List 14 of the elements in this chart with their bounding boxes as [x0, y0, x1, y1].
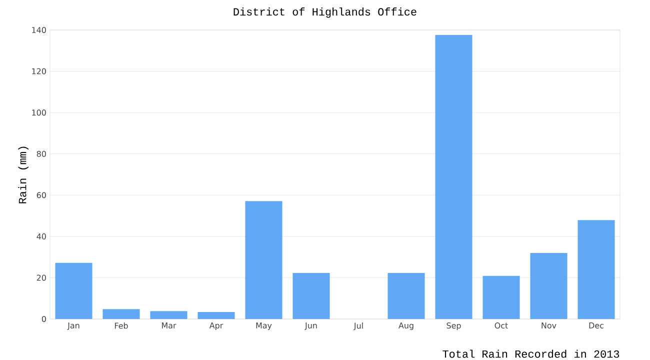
bar [578, 220, 615, 319]
bar [55, 262, 92, 319]
bar [388, 272, 425, 319]
bar [435, 34, 472, 319]
bar [198, 312, 235, 319]
y-axis-title: Rain (mm) [18, 146, 28, 204]
bar [482, 276, 520, 319]
x-axis-title: Total Rain Recorded in 2013 [442, 350, 620, 358]
bar [102, 309, 140, 319]
bar [150, 311, 188, 319]
bar [245, 201, 282, 319]
bar [292, 272, 330, 319]
chart-title: District of Highlands Office [234, 8, 416, 18]
bar [530, 252, 568, 319]
